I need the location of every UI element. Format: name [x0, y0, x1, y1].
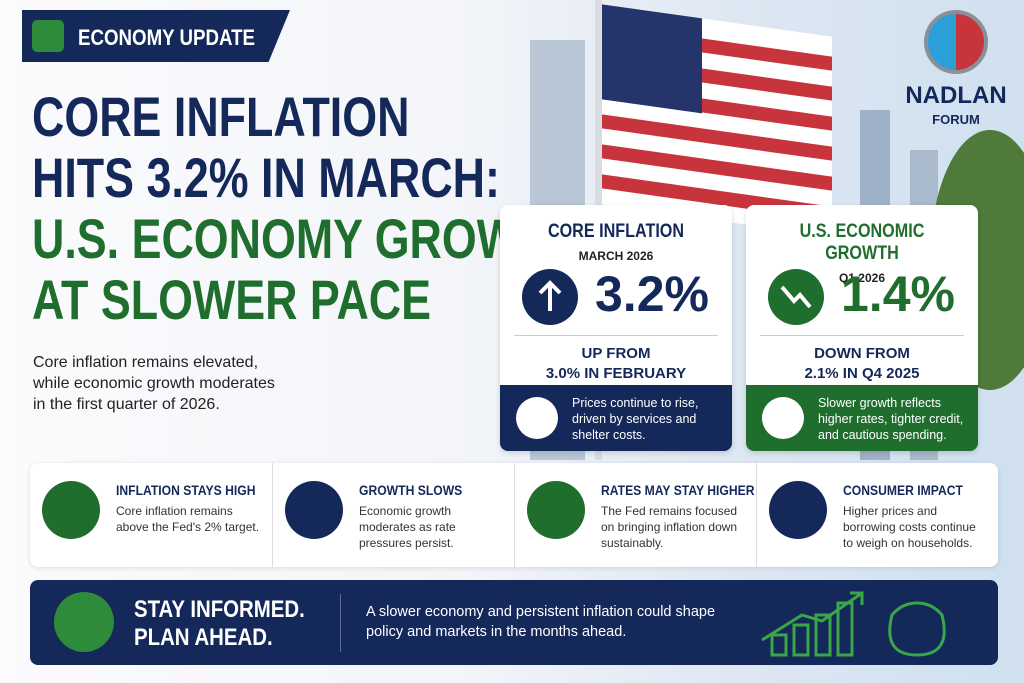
cart-icon [516, 397, 558, 439]
card-period: Q1 2026 [838, 271, 886, 285]
chart-down-icon [768, 269, 824, 325]
change-line: 2.1% IN Q4 2025 [804, 365, 920, 382]
headline: CORE INFLATION HITS 3.2% IN MARCH: U.S. … [32, 86, 549, 330]
card-note: Slower growth reflects higher rates, tig… [746, 385, 978, 451]
background-photo [530, 0, 1024, 460]
footer-title-line: STAY INFORMED. [134, 596, 305, 623]
footer-title: STAY INFORMED. PLAN AHEAD. [134, 596, 305, 652]
stat-card: U.S. ECONOMIC GROWTH Q1 2026 1.4% DOWN F… [746, 205, 978, 451]
footer-title-line: PLAN AHEAD. [134, 624, 273, 651]
point-icon [285, 481, 343, 539]
headline-line: AT SLOWER PACE [32, 268, 432, 331]
logo-mark [924, 10, 988, 74]
badge-icon [32, 20, 64, 52]
footer-banner: STAY INFORMED. PLAN AHEAD. A slower econo… [30, 580, 998, 665]
headline-line: HITS 3.2% IN MARCH: [32, 146, 500, 209]
point-title: RATES MAY STAY HIGHER [601, 483, 755, 498]
card-title: U.S. ECONOMIC GROWTH [799, 221, 925, 264]
headline-line: CORE INFLATION [32, 85, 410, 148]
point-icon [527, 481, 585, 539]
card-value: 1.4% [841, 266, 955, 322]
point-icon [769, 481, 827, 539]
note-text: Prices continue to rise, driven by servi… [572, 396, 699, 442]
logo-name: NADLAN [905, 82, 1007, 109]
point-title: INFLATION STAYS HIGH [116, 483, 256, 498]
point-icon [42, 481, 100, 539]
card-period: MARCH 2026 [578, 249, 654, 263]
card-change: DOWN FROM 2.1% IN Q4 2025 [760, 335, 964, 384]
card-note: Prices continue to rise, driven by servi… [500, 385, 732, 451]
trend-icon [762, 397, 804, 439]
logo: NADLAN FORUM [900, 10, 1012, 127]
card-value: 3.2% [595, 266, 709, 322]
point-text: Core inflation remains above the Fed's 2… [116, 504, 260, 534]
point: GROWTH SLOWS Economic growth moderates as… [272, 463, 515, 567]
point-title: CONSUMER IMPACT [843, 483, 963, 498]
key-points: INFLATION STAYS HIGH Core inflation remai… [30, 463, 998, 567]
point-text: The Fed remains focused on bringing infl… [601, 504, 738, 550]
badge-text: ECONOMY UPDATE [78, 25, 255, 50]
card-change: UP FROM 3.0% IN FEBRUARY [514, 335, 718, 384]
point-text: Economic growth moderates as rate pressu… [359, 504, 456, 550]
point: RATES MAY STAY HIGHER The Fed remains foc… [514, 463, 757, 567]
divider [340, 594, 341, 652]
point: CONSUMER IMPACT Higher prices and borrowi… [756, 463, 999, 567]
badge: ECONOMY UPDATE [22, 10, 290, 62]
headline-line: U.S. ECONOMY GROWS [32, 207, 549, 270]
intro: Core inflation remains elevated, while e… [33, 354, 275, 413]
stat-card: CORE INFLATION MARCH 2026 3.2% UP FROM 3.… [500, 205, 732, 451]
change-line: 3.0% IN FEBRUARY [545, 365, 687, 382]
point-text: Higher prices and borrowing costs contin… [843, 504, 976, 550]
change-line: DOWN FROM [814, 345, 910, 362]
logo-sub: FORUM [932, 112, 980, 127]
note-text: Slower growth reflects higher rates, tig… [818, 396, 964, 442]
growth-illustration [761, 591, 946, 657]
footer-text: A slower economy and persistent inflatio… [366, 604, 716, 640]
card-title: CORE INFLATION [547, 221, 685, 242]
bulb-icon [54, 592, 114, 652]
point-title: GROWTH SLOWS [359, 483, 463, 498]
point: INFLATION STAYS HIGH Core inflation remai… [30, 463, 272, 567]
arrow-up-icon [522, 269, 578, 325]
change-line: UP FROM [581, 345, 651, 362]
